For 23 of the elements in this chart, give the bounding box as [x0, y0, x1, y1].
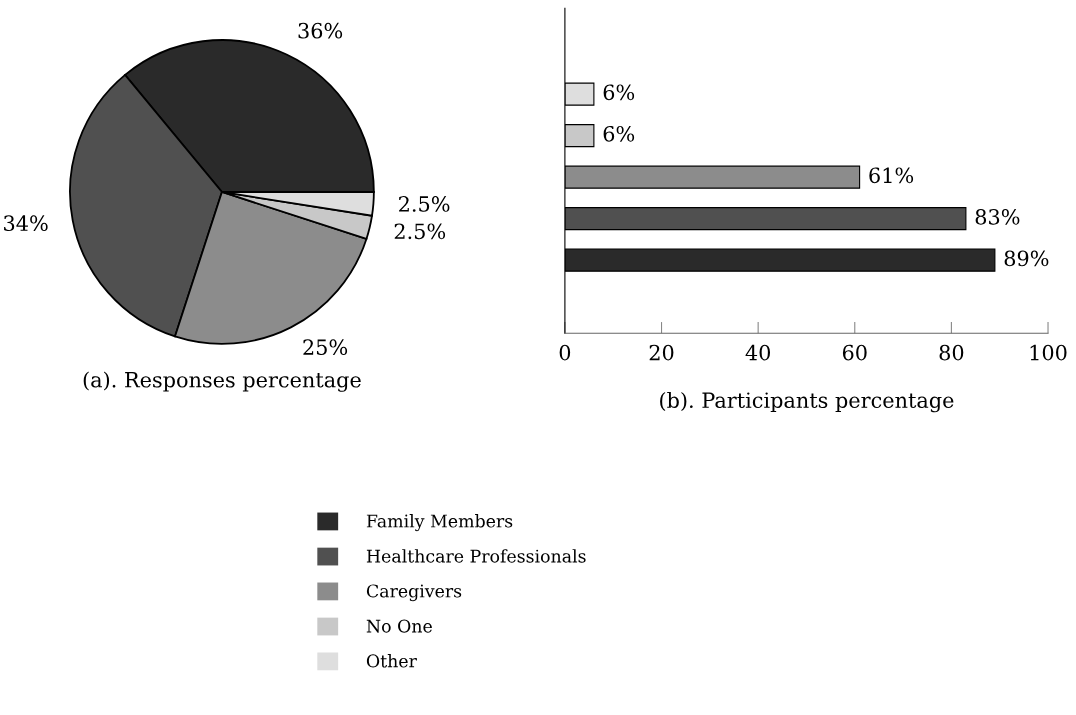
data-label: 6%	[603, 125, 635, 142]
x-tick-label: 20	[649, 344, 674, 361]
legend-label: Healthcare Professionals	[366, 549, 586, 563]
legend-label: Other	[366, 654, 417, 668]
data-label: 89%	[1004, 250, 1049, 267]
x-tick-label: 100	[1030, 344, 1067, 361]
data-label: 61%	[869, 167, 914, 184]
data-label: 6%	[603, 84, 635, 101]
legend-label: Caregivers	[366, 584, 462, 602]
data-label: 83%	[975, 208, 1020, 225]
x-tick-label: 0	[559, 344, 571, 361]
x-tick-label: 40	[745, 344, 771, 361]
text: (a). Responses percentage	[83, 371, 361, 392]
data-label: 2.5%	[399, 196, 450, 212]
legend-label: No One	[366, 619, 432, 633]
text: (b). Participants percentage	[660, 391, 954, 413]
data-label: 36%	[298, 22, 343, 39]
data-label: 2.5%	[394, 223, 446, 240]
data-label: 25%	[303, 339, 348, 356]
x-tick-label: 60	[842, 344, 867, 361]
data-label: 34%	[4, 215, 48, 232]
legend-label: Family Members	[366, 514, 513, 532]
x-tick-label: 80	[939, 344, 964, 361]
